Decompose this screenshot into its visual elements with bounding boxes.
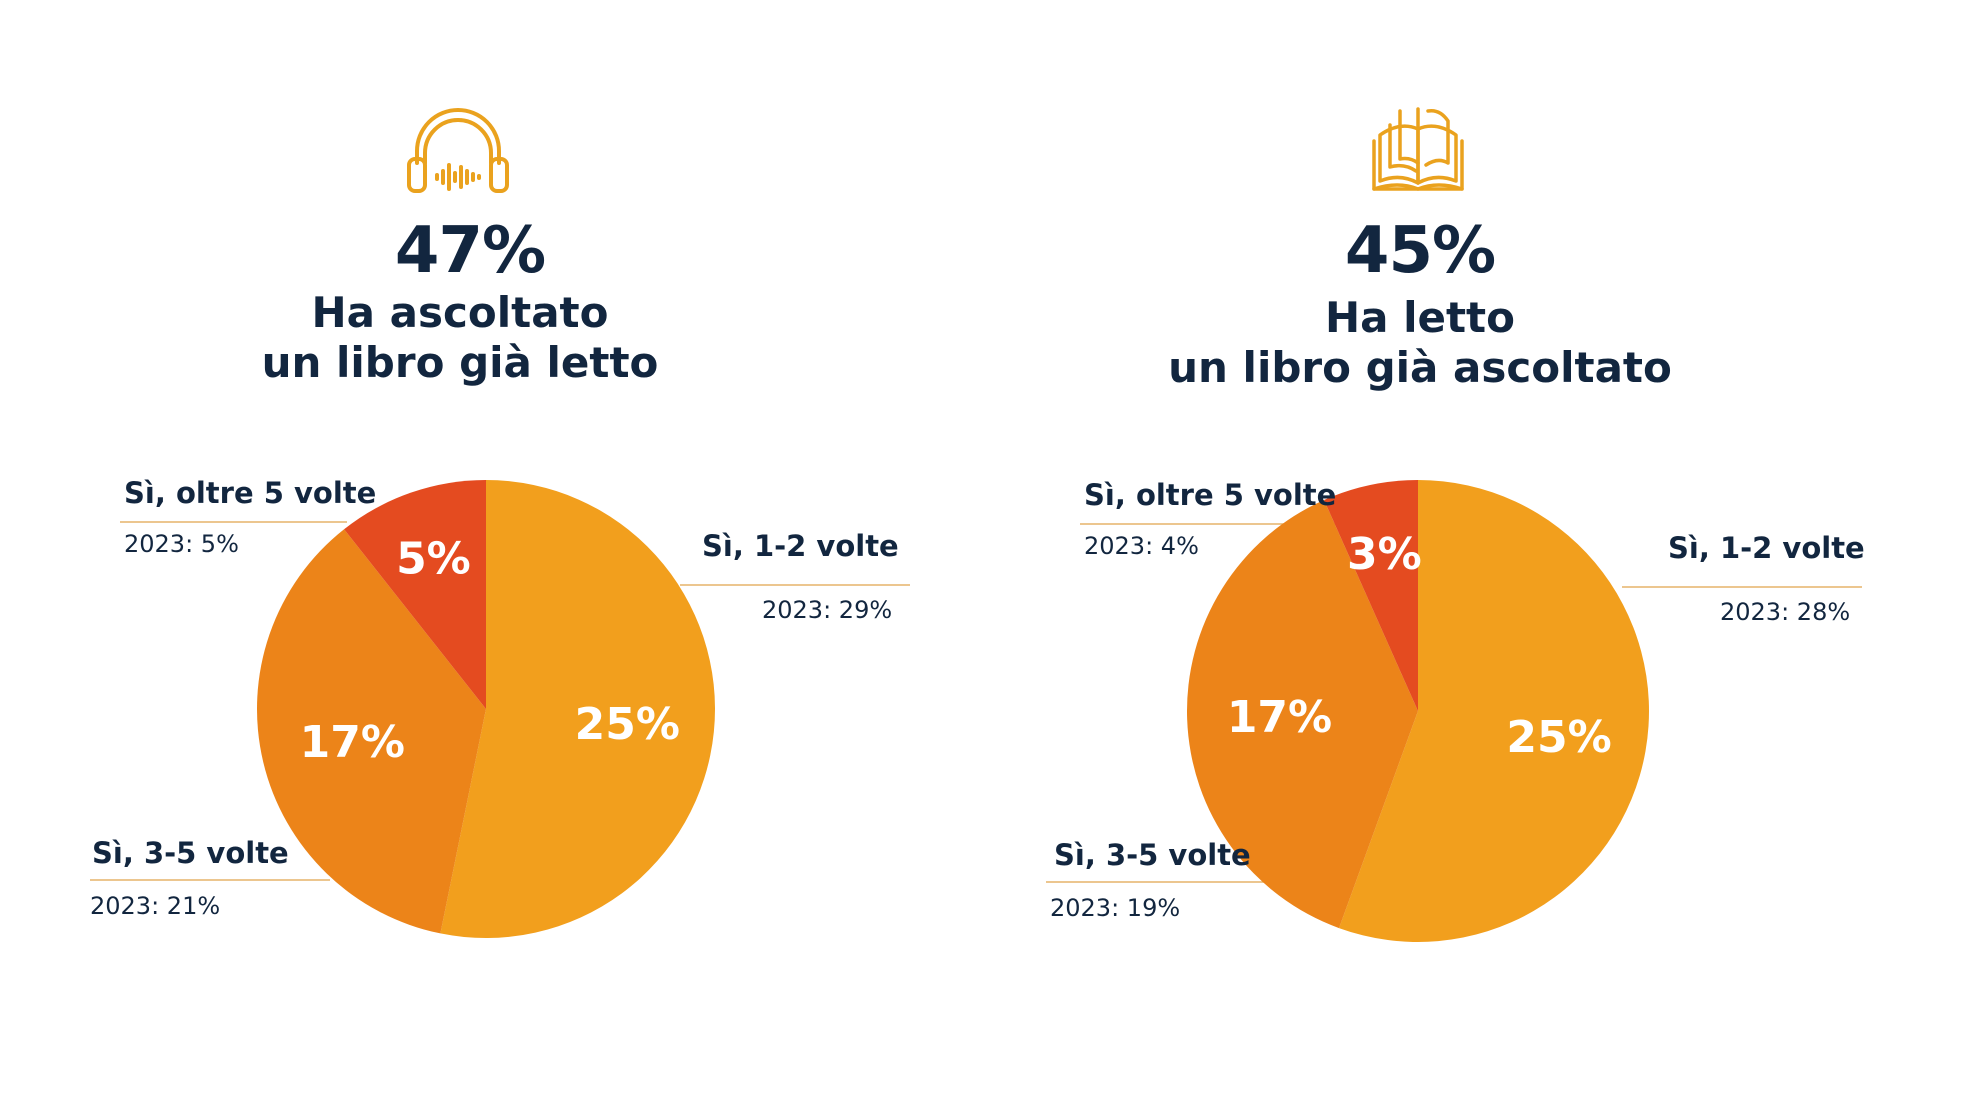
- slice-label-3-5: 17%: [300, 717, 405, 768]
- legend-note-1-2: 2023: 29%: [762, 596, 893, 624]
- pie-slice-1-2: [1338, 480, 1650, 942]
- open-book-icon: [1372, 107, 1464, 191]
- pie-chart-read: 25% 17% 3%: [1046, 480, 1862, 942]
- headline-line-2: un libro già ascoltato: [1168, 343, 1672, 392]
- legend-label-1-2: Sì, 1-2 volte: [702, 529, 899, 563]
- headline-line-1: Ha ascoltato: [311, 288, 609, 337]
- pie-slice-over5: [344, 480, 486, 709]
- pie-slices: [256, 480, 715, 938]
- legend-label-over5: Sì, oltre 5 volte: [124, 476, 377, 510]
- slice-label-over5: 3%: [1347, 529, 1422, 580]
- headline-line-1: Ha letto: [1324, 293, 1515, 342]
- panel-listened: 47% Ha ascoltato un libro già letto 25% 1…: [0, 0, 980, 1100]
- pie-chart-listened: 25% 17% 5%: [90, 480, 910, 938]
- pie-slice-3-5: [1187, 499, 1418, 929]
- legend-note-over5: 2023: 5%: [124, 530, 239, 558]
- pie-percent-labels: 25% 17% 5%: [300, 534, 680, 768]
- legend-note-1-2: 2023: 28%: [1720, 598, 1851, 626]
- slice-label-1-2: 25%: [575, 699, 680, 750]
- pie-slice-1-2: [440, 480, 715, 938]
- legend-note-3-5: 2023: 19%: [1050, 894, 1181, 922]
- headphones-icon: [407, 108, 509, 193]
- slice-label-1-2: 25%: [1506, 712, 1611, 763]
- legend-label-1-2: Sì, 1-2 volte: [1668, 531, 1865, 565]
- pie-slice-over5: [1324, 480, 1418, 711]
- leader-lines: [90, 521, 910, 881]
- pie-slices: [1187, 480, 1650, 942]
- panel-read: 45% Ha letto un libro già ascoltato 25% 1…: [960, 0, 1940, 1100]
- headline-percent: 45%: [1344, 214, 1496, 288]
- headline-line-2: un libro già letto: [261, 338, 659, 387]
- pie-percent-labels: 25% 17% 3%: [1227, 529, 1612, 763]
- legend-label-3-5: Sì, 3-5 volte: [1054, 838, 1251, 872]
- slice-label-over5: 5%: [396, 534, 471, 585]
- legend-note-3-5: 2023: 21%: [90, 892, 221, 920]
- legend-note-over5: 2023: 4%: [1084, 532, 1199, 560]
- pie-slice-3-5: [256, 529, 486, 934]
- legend-label-3-5: Sì, 3-5 volte: [92, 836, 289, 870]
- slice-label-3-5: 17%: [1227, 692, 1332, 743]
- headline-percent: 47%: [394, 214, 546, 288]
- legend-label-over5: Sì, oltre 5 volte: [1084, 478, 1337, 512]
